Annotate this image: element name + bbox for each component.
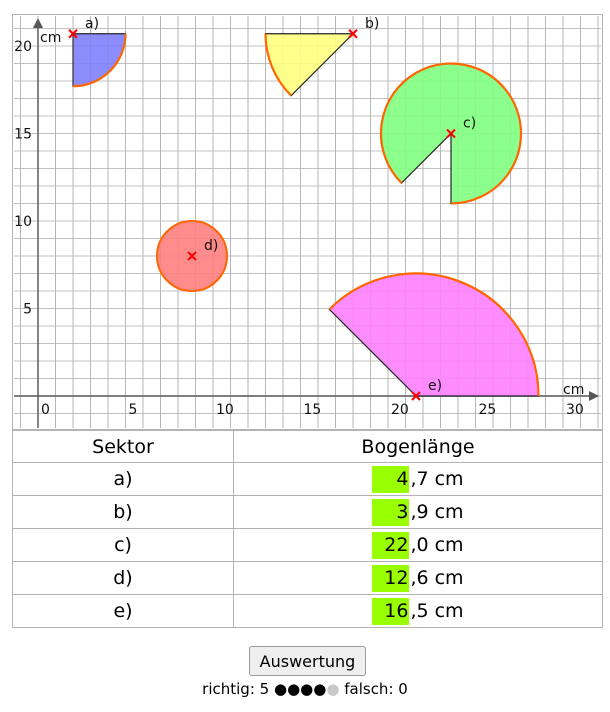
- sector-a-label: a): [85, 16, 99, 32]
- header-bogenlaenge: Bogenlänge: [233, 430, 603, 463]
- score-status: richtig: 5 ●●●●● falsch: 0: [0, 680, 610, 698]
- sector-d-label: d): [204, 238, 218, 254]
- sector-e-center-marker: [411, 391, 421, 401]
- header-sektor: Sektor: [12, 430, 234, 463]
- sector-b-arc: [264, 33, 292, 97]
- row-sektor-label: d): [12, 561, 234, 595]
- answer-suffix: ,7 cm: [410, 468, 464, 490]
- x-tick-label: 20: [391, 402, 409, 418]
- x-unit-label: cm: [563, 382, 584, 398]
- correct-label: richtig:: [202, 680, 255, 698]
- sector-a-center-marker: [68, 29, 78, 39]
- row-sektor-label: b): [12, 495, 234, 529]
- answer-input-c[interactable]: 22: [372, 531, 410, 559]
- x-tick-label: 5: [129, 402, 138, 418]
- table-row: b) 3 ,9 cm: [12, 495, 603, 529]
- answer-table: Sektor Bogenlänge a) 4 ,7 cm b) 3 ,9 cm: [12, 430, 603, 628]
- answer-input-b[interactable]: 3: [372, 498, 410, 526]
- progress-dots-filled: ●●●●: [274, 680, 327, 698]
- x-tick-label: 0: [41, 402, 50, 418]
- x-tick-label: 10: [216, 402, 234, 418]
- sector-e-arc: [328, 272, 540, 397]
- sector-d-center-marker: [187, 251, 197, 261]
- sector-d-arc: [156, 220, 228, 292]
- sector-e-label: e): [428, 378, 442, 394]
- row-sektor-label: e): [12, 594, 234, 628]
- sector-c-arc: [379, 62, 523, 205]
- y-axis-arrow: [33, 18, 43, 28]
- coordinate-plane: 0 5 10 15 20 25 30 5 10 15 20 cm cm a) b) c) d) e): [12, 14, 603, 430]
- row-bogenlaenge-cell: 12 ,6 cm: [233, 561, 603, 595]
- answer-suffix: ,9 cm: [410, 501, 464, 523]
- row-bogenlaenge-cell: 4 ,7 cm: [233, 462, 603, 496]
- answer-suffix: ,5 cm: [410, 600, 464, 622]
- row-bogenlaenge-cell: 3 ,9 cm: [233, 495, 603, 529]
- evaluate-button[interactable]: Auswertung: [249, 646, 366, 676]
- table-row: c) 22 ,0 cm: [12, 528, 603, 562]
- table-row: a) 4 ,7 cm: [12, 462, 603, 496]
- y-tick-label: 10: [14, 214, 32, 230]
- answer-suffix: ,0 cm: [410, 534, 464, 556]
- answer-suffix: ,6 cm: [410, 567, 464, 589]
- sector-a-arc: [72, 33, 127, 88]
- answer-input-a[interactable]: 4: [372, 465, 410, 493]
- y-tick-label: 20: [14, 39, 32, 55]
- row-sektor-label: a): [12, 462, 234, 496]
- answer-input-e[interactable]: 16: [372, 597, 410, 625]
- y-tick-label: 15: [14, 127, 32, 143]
- wrong-count: 0: [398, 680, 408, 698]
- correct-count: 5: [259, 680, 270, 698]
- table-header-row: Sektor Bogenlänge: [12, 430, 603, 463]
- wrong-label: falsch:: [344, 680, 394, 698]
- sector-b-center-marker: [348, 29, 358, 39]
- sector-b-label: b): [365, 16, 379, 32]
- row-sektor-label: c): [12, 528, 234, 562]
- y-tick-label: 5: [23, 302, 32, 318]
- x-tick-label: 25: [479, 402, 497, 418]
- row-bogenlaenge-cell: 16 ,5 cm: [233, 594, 603, 628]
- x-axis-arrow: [589, 391, 599, 401]
- progress-dots-empty: ●: [326, 680, 340, 698]
- table-row: d) 12 ,6 cm: [12, 561, 603, 595]
- x-tick-label: 30: [566, 402, 584, 418]
- sector-c-center-marker: [446, 128, 456, 139]
- sector-c-label: c): [463, 116, 476, 132]
- x-tick-label: 15: [304, 402, 322, 418]
- row-bogenlaenge-cell: 22 ,0 cm: [233, 528, 603, 562]
- answer-input-d[interactable]: 12: [372, 564, 410, 592]
- table-row: e) 16 ,5 cm: [12, 594, 603, 628]
- y-unit-label: cm: [40, 30, 61, 46]
- sector-graph: 0 5 10 15 20 25 30 5 10 15 20 cm cm a) b) c) d) e): [12, 14, 603, 430]
